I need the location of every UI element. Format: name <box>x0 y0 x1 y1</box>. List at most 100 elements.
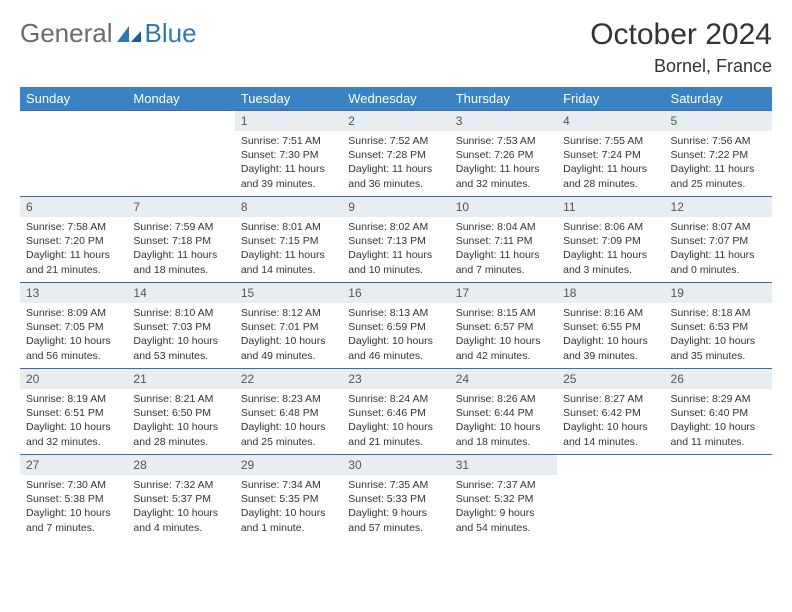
sunrise-text: Sunrise: 7:56 AM <box>671 134 766 148</box>
sunset-text: Sunset: 7:24 PM <box>563 148 658 162</box>
sunset-text: Sunset: 6:44 PM <box>456 406 551 420</box>
col-saturday: Saturday <box>665 87 772 111</box>
day-cell: 23Sunrise: 8:24 AMSunset: 6:46 PMDayligh… <box>342 369 449 455</box>
day-cell: 4Sunrise: 7:55 AMSunset: 7:24 PMDaylight… <box>557 111 664 197</box>
day-number: 25 <box>557 369 664 389</box>
day-number: 14 <box>127 283 234 303</box>
sunset-text: Sunset: 5:33 PM <box>348 492 443 506</box>
sunrise-text: Sunrise: 8:10 AM <box>133 306 228 320</box>
day-content: Sunrise: 8:16 AMSunset: 6:55 PMDaylight:… <box>557 303 664 367</box>
day-number: 2 <box>342 111 449 131</box>
day-number: 20 <box>20 369 127 389</box>
daylight-text: Daylight: 10 hours and 14 minutes. <box>563 420 658 448</box>
day-cell: 18Sunrise: 8:16 AMSunset: 6:55 PMDayligh… <box>557 283 664 369</box>
sunrise-text: Sunrise: 8:09 AM <box>26 306 121 320</box>
daylight-text: Daylight: 10 hours and 11 minutes. <box>671 420 766 448</box>
sunrise-text: Sunrise: 8:02 AM <box>348 220 443 234</box>
day-content: Sunrise: 7:59 AMSunset: 7:18 PMDaylight:… <box>127 217 234 281</box>
day-cell <box>127 111 234 197</box>
daylight-text: Daylight: 10 hours and 7 minutes. <box>26 506 121 534</box>
sunrise-text: Sunrise: 8:12 AM <box>241 306 336 320</box>
day-cell: 16Sunrise: 8:13 AMSunset: 6:59 PMDayligh… <box>342 283 449 369</box>
week-row: 13Sunrise: 8:09 AMSunset: 7:05 PMDayligh… <box>20 283 772 369</box>
daylight-text: Daylight: 10 hours and 21 minutes. <box>348 420 443 448</box>
sunrise-text: Sunrise: 7:58 AM <box>26 220 121 234</box>
daylight-text: Daylight: 10 hours and 25 minutes. <box>241 420 336 448</box>
day-content: Sunrise: 8:09 AMSunset: 7:05 PMDaylight:… <box>20 303 127 367</box>
daylight-text: Daylight: 11 hours and 0 minutes. <box>671 248 766 276</box>
sunset-text: Sunset: 7:11 PM <box>456 234 551 248</box>
day-cell: 26Sunrise: 8:29 AMSunset: 6:40 PMDayligh… <box>665 369 772 455</box>
day-number: 18 <box>557 283 664 303</box>
col-monday: Monday <box>127 87 234 111</box>
week-row: 27Sunrise: 7:30 AMSunset: 5:38 PMDayligh… <box>20 455 772 541</box>
day-number: 30 <box>342 455 449 475</box>
day-cell: 1Sunrise: 7:51 AMSunset: 7:30 PMDaylight… <box>235 111 342 197</box>
day-cell: 8Sunrise: 8:01 AMSunset: 7:15 PMDaylight… <box>235 197 342 283</box>
day-number: 4 <box>557 111 664 131</box>
daylight-text: Daylight: 10 hours and 49 minutes. <box>241 334 336 362</box>
daylight-text: Daylight: 11 hours and 10 minutes. <box>348 248 443 276</box>
sunset-text: Sunset: 7:13 PM <box>348 234 443 248</box>
day-content: Sunrise: 8:07 AMSunset: 7:07 PMDaylight:… <box>665 217 772 281</box>
day-number: 6 <box>20 197 127 217</box>
day-cell: 25Sunrise: 8:27 AMSunset: 6:42 PMDayligh… <box>557 369 664 455</box>
logo-sail-icon <box>115 24 143 44</box>
day-number: 3 <box>450 111 557 131</box>
col-tuesday: Tuesday <box>235 87 342 111</box>
day-content: Sunrise: 8:12 AMSunset: 7:01 PMDaylight:… <box>235 303 342 367</box>
sunset-text: Sunset: 6:53 PM <box>671 320 766 334</box>
daylight-text: Daylight: 11 hours and 25 minutes. <box>671 162 766 190</box>
day-cell <box>557 455 664 541</box>
day-number: 11 <box>557 197 664 217</box>
day-number: 23 <box>342 369 449 389</box>
week-row: 6Sunrise: 7:58 AMSunset: 7:20 PMDaylight… <box>20 197 772 283</box>
day-number: 17 <box>450 283 557 303</box>
day-content: Sunrise: 8:10 AMSunset: 7:03 PMDaylight:… <box>127 303 234 367</box>
day-number: 5 <box>665 111 772 131</box>
weekday-row: Sunday Monday Tuesday Wednesday Thursday… <box>20 87 772 111</box>
sunset-text: Sunset: 7:28 PM <box>348 148 443 162</box>
sunrise-text: Sunrise: 7:34 AM <box>241 478 336 492</box>
sunset-text: Sunset: 6:50 PM <box>133 406 228 420</box>
calendar-body: 1Sunrise: 7:51 AMSunset: 7:30 PMDaylight… <box>20 111 772 541</box>
day-number: 28 <box>127 455 234 475</box>
sunset-text: Sunset: 7:09 PM <box>563 234 658 248</box>
day-cell: 17Sunrise: 8:15 AMSunset: 6:57 PMDayligh… <box>450 283 557 369</box>
sunrise-text: Sunrise: 7:35 AM <box>348 478 443 492</box>
sunrise-text: Sunrise: 8:07 AM <box>671 220 766 234</box>
header: General Blue October 2024 Bornel, France <box>20 18 772 77</box>
day-number: 1 <box>235 111 342 131</box>
day-number: 7 <box>127 197 234 217</box>
sunset-text: Sunset: 7:15 PM <box>241 234 336 248</box>
day-content: Sunrise: 8:18 AMSunset: 6:53 PMDaylight:… <box>665 303 772 367</box>
week-row: 1Sunrise: 7:51 AMSunset: 7:30 PMDaylight… <box>20 111 772 197</box>
sunset-text: Sunset: 5:38 PM <box>26 492 121 506</box>
day-cell <box>665 455 772 541</box>
week-row: 20Sunrise: 8:19 AMSunset: 6:51 PMDayligh… <box>20 369 772 455</box>
day-content: Sunrise: 7:30 AMSunset: 5:38 PMDaylight:… <box>20 475 127 539</box>
day-cell: 9Sunrise: 8:02 AMSunset: 7:13 PMDaylight… <box>342 197 449 283</box>
sunset-text: Sunset: 6:57 PM <box>456 320 551 334</box>
sunrise-text: Sunrise: 8:29 AM <box>671 392 766 406</box>
day-number: 16 <box>342 283 449 303</box>
sunrise-text: Sunrise: 7:53 AM <box>456 134 551 148</box>
sunrise-text: Sunrise: 8:01 AM <box>241 220 336 234</box>
day-cell: 2Sunrise: 7:52 AMSunset: 7:28 PMDaylight… <box>342 111 449 197</box>
sunrise-text: Sunrise: 8:27 AM <box>563 392 658 406</box>
day-cell: 29Sunrise: 7:34 AMSunset: 5:35 PMDayligh… <box>235 455 342 541</box>
day-content: Sunrise: 8:02 AMSunset: 7:13 PMDaylight:… <box>342 217 449 281</box>
sunrise-text: Sunrise: 8:26 AM <box>456 392 551 406</box>
sunset-text: Sunset: 5:32 PM <box>456 492 551 506</box>
day-content: Sunrise: 7:58 AMSunset: 7:20 PMDaylight:… <box>20 217 127 281</box>
sunrise-text: Sunrise: 8:16 AM <box>563 306 658 320</box>
day-cell: 27Sunrise: 7:30 AMSunset: 5:38 PMDayligh… <box>20 455 127 541</box>
day-number: 12 <box>665 197 772 217</box>
logo-text-2: Blue <box>145 18 197 49</box>
day-cell: 30Sunrise: 7:35 AMSunset: 5:33 PMDayligh… <box>342 455 449 541</box>
daylight-text: Daylight: 10 hours and 35 minutes. <box>671 334 766 362</box>
day-cell: 22Sunrise: 8:23 AMSunset: 6:48 PMDayligh… <box>235 369 342 455</box>
sunrise-text: Sunrise: 8:06 AM <box>563 220 658 234</box>
day-cell: 15Sunrise: 8:12 AMSunset: 7:01 PMDayligh… <box>235 283 342 369</box>
sunrise-text: Sunrise: 8:24 AM <box>348 392 443 406</box>
